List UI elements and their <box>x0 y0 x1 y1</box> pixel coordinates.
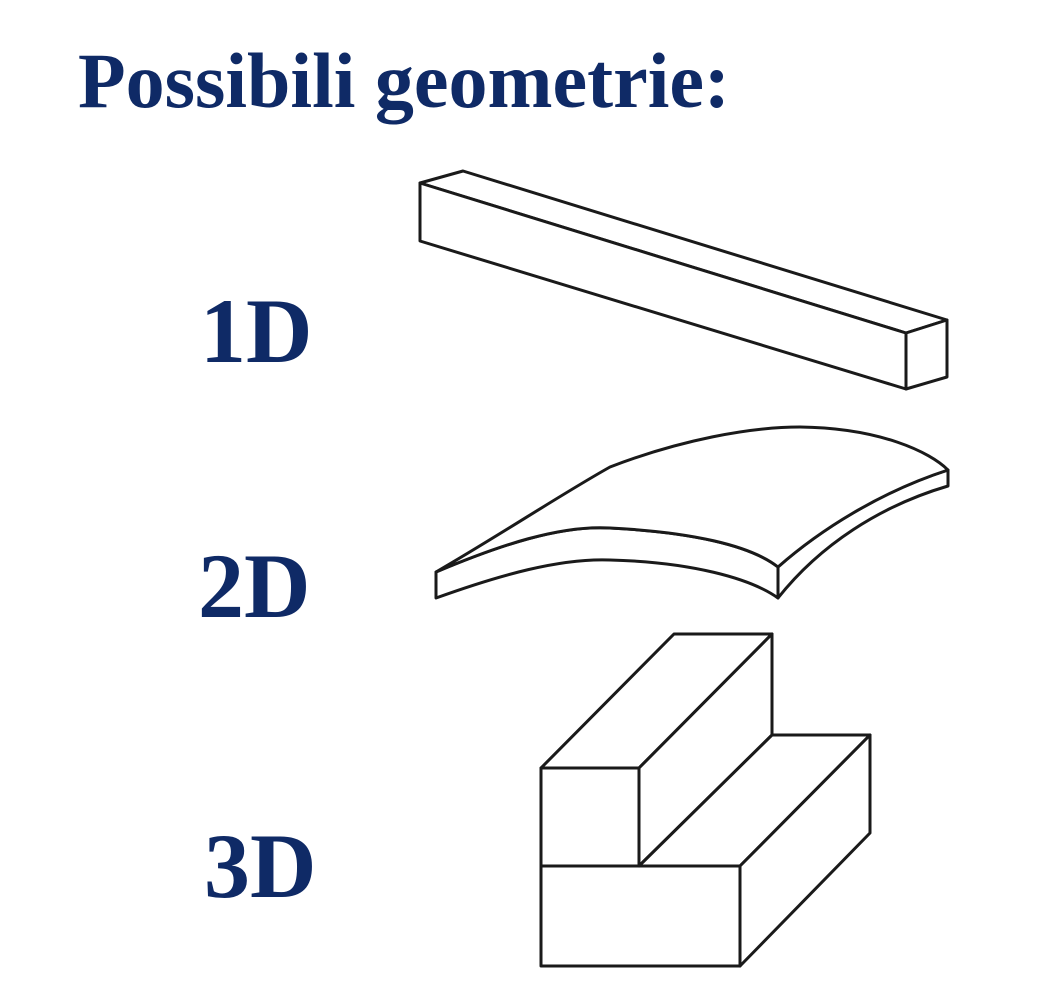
label-2d: 2D <box>198 535 311 637</box>
label-1d: 1D <box>200 280 313 382</box>
slide-title: Possibili geometrie: <box>78 37 730 124</box>
label-3d: 3D <box>204 815 317 917</box>
